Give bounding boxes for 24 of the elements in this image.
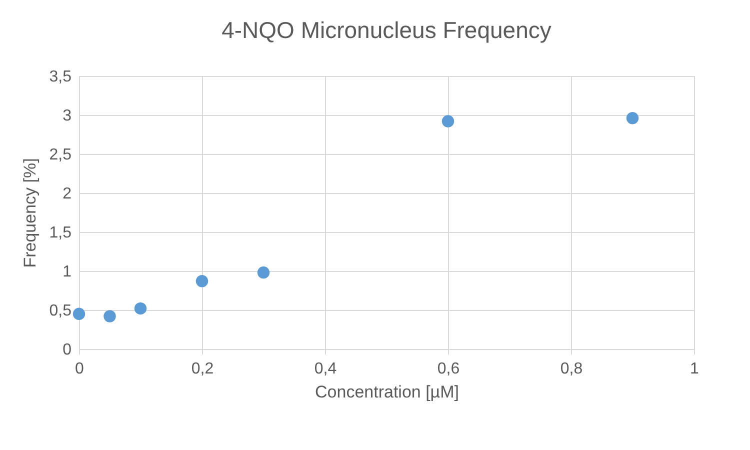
point bbox=[104, 310, 116, 322]
y-tick-label: 3 bbox=[62, 108, 72, 124]
point bbox=[72, 308, 86, 320]
y-tick-label: 0 bbox=[62, 342, 72, 358]
x-tick-label: 0 bbox=[75, 360, 84, 378]
chart-title: 4-NQO Micronucleus Frequency bbox=[222, 17, 552, 43]
x-tick-label: 0,4 bbox=[314, 360, 337, 378]
point bbox=[134, 302, 147, 315]
y-tick-label: 2,5 bbox=[49, 146, 72, 164]
y-tick-label: 1,5 bbox=[49, 224, 72, 242]
point bbox=[196, 275, 208, 288]
x-tick-label: 0,2 bbox=[191, 360, 214, 378]
point bbox=[626, 112, 639, 124]
y-tick-label: 2 bbox=[62, 186, 72, 202]
x-tick-label: 1 bbox=[690, 360, 700, 378]
y-tick-label: 3,5 bbox=[49, 68, 72, 86]
x-axis-title: Concentration [µM] bbox=[315, 382, 459, 402]
x-tick-label: 0,6 bbox=[437, 360, 460, 378]
y-tick-label: 0,5 bbox=[49, 302, 72, 320]
point bbox=[257, 266, 270, 279]
x-tick-label: 0,8 bbox=[560, 360, 583, 378]
point bbox=[442, 115, 454, 128]
y-axis-title: Frequency [%] bbox=[20, 158, 40, 268]
y-tick-label: 1 bbox=[62, 264, 72, 280]
